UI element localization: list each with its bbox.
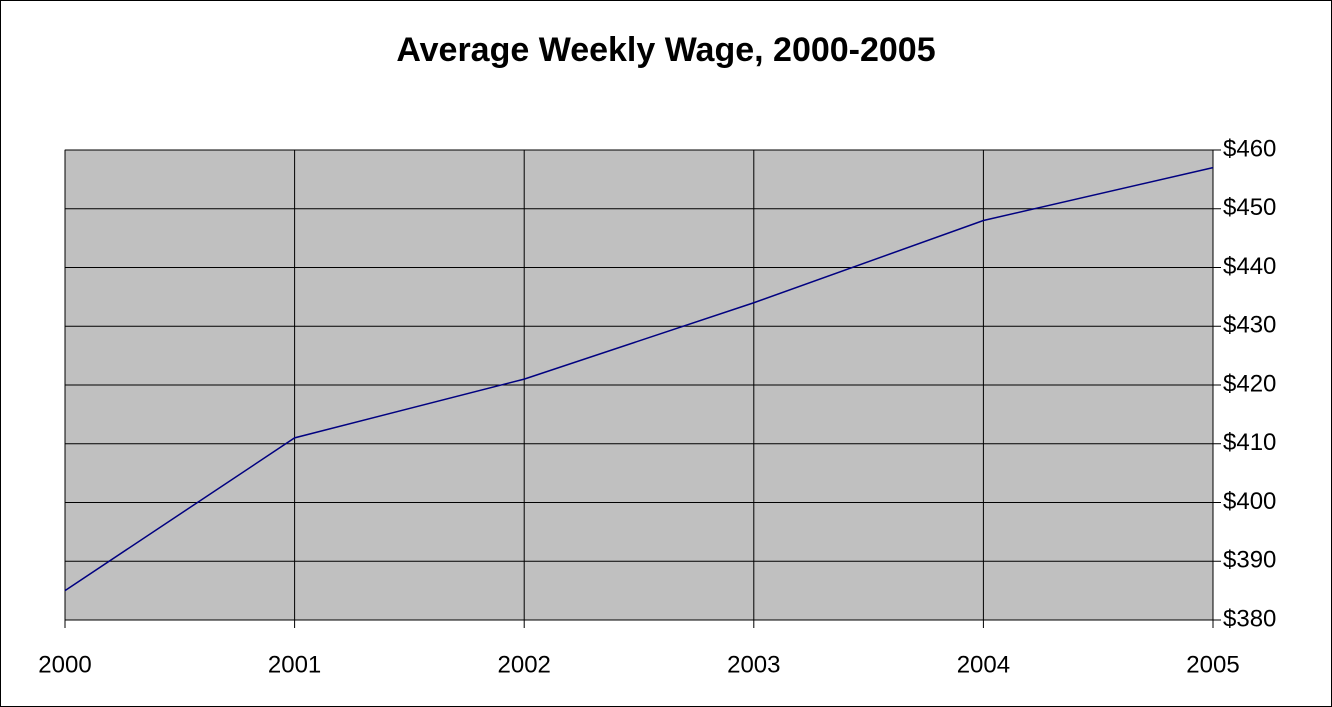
y-tick-label: $440 [1223, 253, 1276, 280]
x-tick-label: 2001 [268, 651, 321, 678]
y-tick-label: $390 [1223, 547, 1276, 574]
x-tick-label: 2003 [727, 651, 780, 678]
y-tick-label: $410 [1223, 429, 1276, 456]
chart-title: Average Weekly Wage, 2000-2005 [396, 31, 935, 69]
y-tick-label: $430 [1223, 312, 1276, 339]
data-line [64, 166, 1214, 592]
y-tick-label: $460 [1223, 135, 1276, 162]
y-tick-label: $420 [1223, 370, 1276, 397]
y-tick-label: $400 [1223, 488, 1276, 515]
x-tick-label: 2000 [38, 651, 91, 678]
y-tick-label: $450 [1223, 194, 1276, 221]
x-tick-label: 2005 [1186, 651, 1239, 678]
y-tick-label: $380 [1223, 605, 1276, 632]
x-tick-label: 2004 [957, 651, 1010, 678]
x-tick-label: 2002 [498, 651, 551, 678]
